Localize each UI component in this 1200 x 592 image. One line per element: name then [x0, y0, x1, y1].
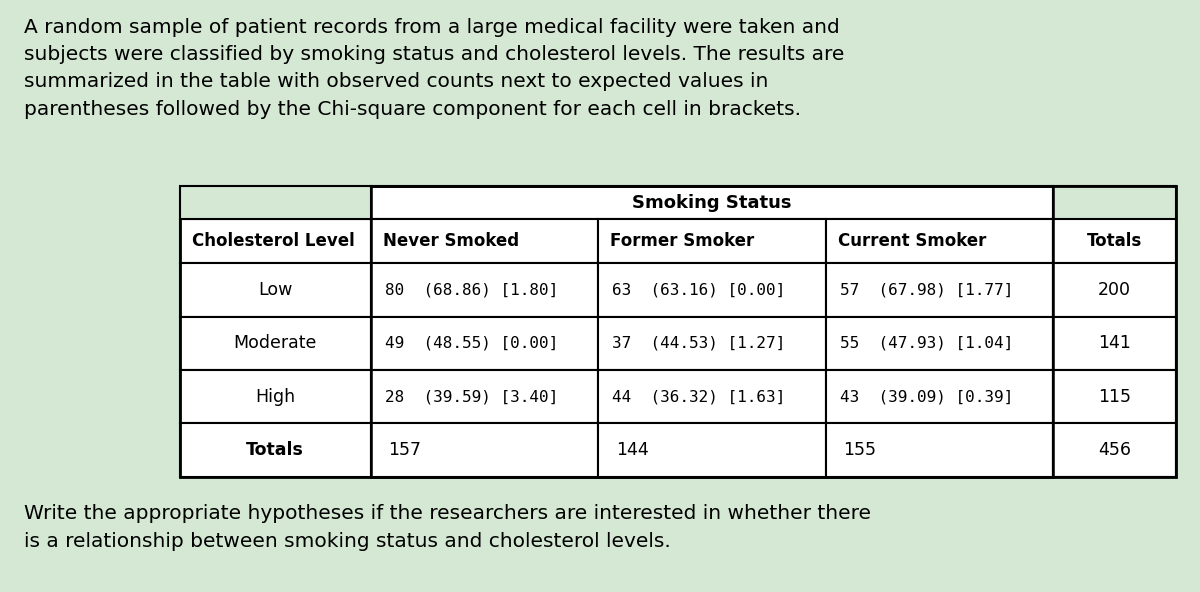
Bar: [826, 370, 1054, 423]
Bar: [371, 186, 1054, 477]
Bar: [1054, 370, 1176, 423]
Bar: [371, 263, 598, 317]
Text: High: High: [256, 388, 295, 406]
Text: Totals: Totals: [246, 441, 305, 459]
Bar: [371, 370, 598, 423]
Bar: [180, 186, 1176, 477]
Text: 44  (36.32) [1.63]: 44 (36.32) [1.63]: [612, 389, 786, 404]
Text: Write the appropriate hypotheses if the researchers are interested in whether th: Write the appropriate hypotheses if the …: [24, 504, 871, 551]
Bar: [1054, 263, 1176, 317]
Text: Moderate: Moderate: [234, 334, 317, 352]
Bar: [598, 370, 826, 423]
Text: Low: Low: [258, 281, 293, 299]
Text: 80  (68.86) [1.80]: 80 (68.86) [1.80]: [385, 282, 558, 298]
Bar: [180, 186, 371, 219]
Text: Current Smoker: Current Smoker: [838, 232, 986, 250]
Bar: [371, 317, 598, 370]
Text: 57  (67.98) [1.77]: 57 (67.98) [1.77]: [840, 282, 1013, 298]
Text: 43  (39.09) [0.39]: 43 (39.09) [0.39]: [840, 389, 1013, 404]
Bar: [826, 263, 1054, 317]
Text: 28  (39.59) [3.40]: 28 (39.59) [3.40]: [385, 389, 558, 404]
Text: 141: 141: [1098, 334, 1130, 352]
Text: 115: 115: [1098, 388, 1132, 406]
Bar: [371, 186, 1054, 219]
Bar: [180, 370, 371, 423]
Text: A random sample of patient records from a large medical facility were taken and
: A random sample of patient records from …: [24, 18, 845, 118]
Text: Cholesterol Level: Cholesterol Level: [192, 232, 355, 250]
Text: 157: 157: [389, 441, 421, 459]
Text: 49  (48.55) [0.00]: 49 (48.55) [0.00]: [385, 336, 558, 351]
Text: 37  (44.53) [1.27]: 37 (44.53) [1.27]: [612, 336, 786, 351]
Text: 63  (63.16) [0.00]: 63 (63.16) [0.00]: [612, 282, 786, 298]
Text: 200: 200: [1098, 281, 1132, 299]
Bar: [180, 219, 371, 263]
Text: Smoking Status: Smoking Status: [632, 194, 792, 212]
Bar: [371, 219, 598, 263]
Text: 456: 456: [1098, 441, 1132, 459]
Bar: [1054, 423, 1176, 477]
Text: Former Smoker: Former Smoker: [610, 232, 755, 250]
Text: 55  (47.93) [1.04]: 55 (47.93) [1.04]: [840, 336, 1013, 351]
Bar: [1054, 186, 1176, 477]
Bar: [826, 423, 1054, 477]
Bar: [371, 423, 598, 477]
Bar: [1054, 317, 1176, 370]
Text: 144: 144: [616, 441, 649, 459]
Text: 155: 155: [844, 441, 876, 459]
Bar: [598, 219, 826, 263]
Bar: [180, 423, 371, 477]
Bar: [598, 423, 826, 477]
Text: Totals: Totals: [1087, 232, 1142, 250]
Bar: [180, 263, 371, 317]
Bar: [180, 317, 371, 370]
Bar: [598, 263, 826, 317]
Bar: [826, 317, 1054, 370]
Bar: [1054, 219, 1176, 263]
Text: Never Smoked: Never Smoked: [383, 232, 518, 250]
Bar: [598, 317, 826, 370]
Bar: [826, 219, 1054, 263]
